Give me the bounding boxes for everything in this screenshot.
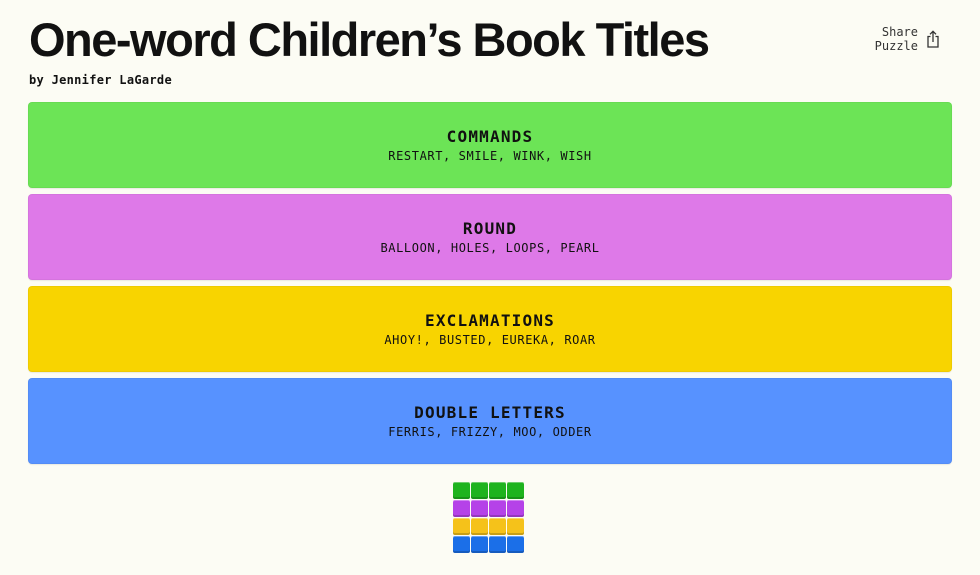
result-tile-blue	[489, 536, 506, 553]
result-tile-green	[471, 482, 488, 499]
solved-group-exclamations: EXCLAMATIONS AHOY!, BUSTED, EUREKA, ROAR	[28, 286, 952, 372]
result-tile-purple	[489, 500, 506, 517]
solved-group-double-letters: DOUBLE LETTERS FERRIS, FRIZZY, MOO, ODDE…	[28, 378, 952, 464]
share-label-line1: Share	[881, 25, 918, 39]
solved-group-round: ROUND BALLOON, HOLES, LOOPS, PEARL	[28, 194, 952, 280]
result-emoji-grid	[453, 482, 524, 553]
group-words: RESTART, SMILE, WINK, WISH	[388, 148, 592, 163]
result-tile-yellow	[453, 518, 470, 535]
result-tile-green	[507, 482, 524, 499]
result-tile-green	[489, 482, 506, 499]
result-tile-yellow	[489, 518, 506, 535]
group-words: BALLOON, HOLES, LOOPS, PEARL	[380, 240, 600, 255]
group-words: AHOY!, BUSTED, EUREKA, ROAR	[384, 332, 596, 347]
page-title: One-word Children’s Book Titles	[29, 13, 710, 66]
share-label: Share Puzzle	[870, 25, 918, 53]
group-name: ROUND	[462, 218, 518, 238]
result-tile-green	[453, 482, 470, 499]
result-tile-purple	[507, 500, 524, 517]
group-name: DOUBLE LETTERS	[414, 402, 566, 422]
group-name: COMMANDS	[446, 126, 534, 146]
share-icon	[926, 30, 940, 48]
result-tile-purple	[453, 500, 470, 517]
group-words: FERRIS, FRIZZY, MOO, ODDER	[388, 424, 592, 439]
result-tile-yellow	[471, 518, 488, 535]
solved-group-commands: COMMANDS RESTART, SMILE, WINK, WISH	[28, 102, 952, 188]
author-byline: by Jennifer LaGarde	[29, 73, 172, 87]
result-tile-blue	[471, 536, 488, 553]
result-tile-blue	[453, 536, 470, 553]
result-tile-yellow	[507, 518, 524, 535]
share-puzzle-button[interactable]: Share Puzzle	[870, 25, 940, 53]
group-name: EXCLAMATIONS	[425, 310, 555, 330]
result-tile-blue	[507, 536, 524, 553]
share-label-line2: Puzzle	[874, 39, 918, 53]
result-tile-purple	[471, 500, 488, 517]
solved-groups: COMMANDS RESTART, SMILE, WINK, WISH ROUN…	[28, 102, 952, 470]
